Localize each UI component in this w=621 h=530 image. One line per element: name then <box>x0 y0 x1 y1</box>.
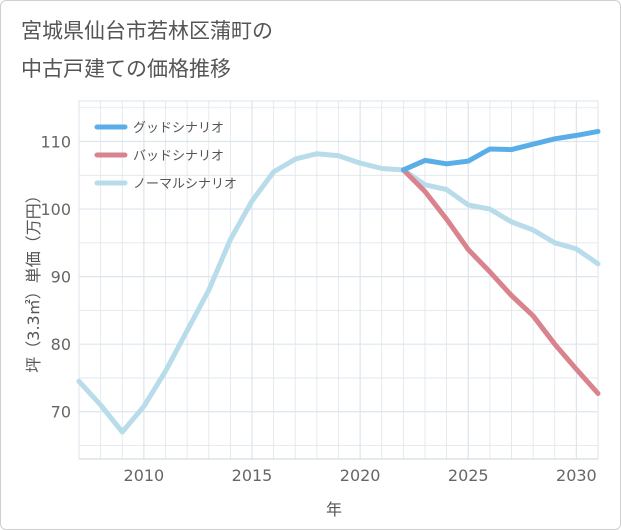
x-axis-label: 年 <box>326 500 342 519</box>
legend-label: バッドシナリオ <box>133 149 224 164</box>
series-line-1 <box>400 128 601 173</box>
y-tick-label: 90 <box>51 268 71 287</box>
y-axis-label: 坪（3.3㎡）単価（万円） <box>24 187 43 372</box>
x-tick-label: 2020 <box>340 466 381 485</box>
y-tick-labels: 70 80 90 100 110 <box>40 133 71 422</box>
series-line-3 <box>76 151 601 435</box>
y-tick-label: 80 <box>51 335 71 354</box>
y-tick-label: 100 <box>40 200 71 219</box>
legend-label: ノーマルシナリオ <box>133 177 237 192</box>
x-tick-label: 2010 <box>124 466 165 485</box>
y-tick-label: 70 <box>51 403 71 422</box>
x-tick-label: 2030 <box>556 466 597 485</box>
chart-title-line-2: 中古戸建ての価格推移 <box>21 57 231 81</box>
series-lines <box>76 128 601 435</box>
x-tick-label: 2015 <box>232 466 273 485</box>
x-tick-label: 2025 <box>448 466 489 485</box>
y-tick-label: 110 <box>40 133 71 152</box>
x-tick-labels: 2010 2015 2020 2025 2030 <box>124 466 597 485</box>
legend-label: グッドシナリオ <box>133 121 224 136</box>
chart-title-line-1: 宮城県仙台市若林区蒲町の <box>21 19 273 43</box>
series-line-2 <box>400 167 601 396</box>
